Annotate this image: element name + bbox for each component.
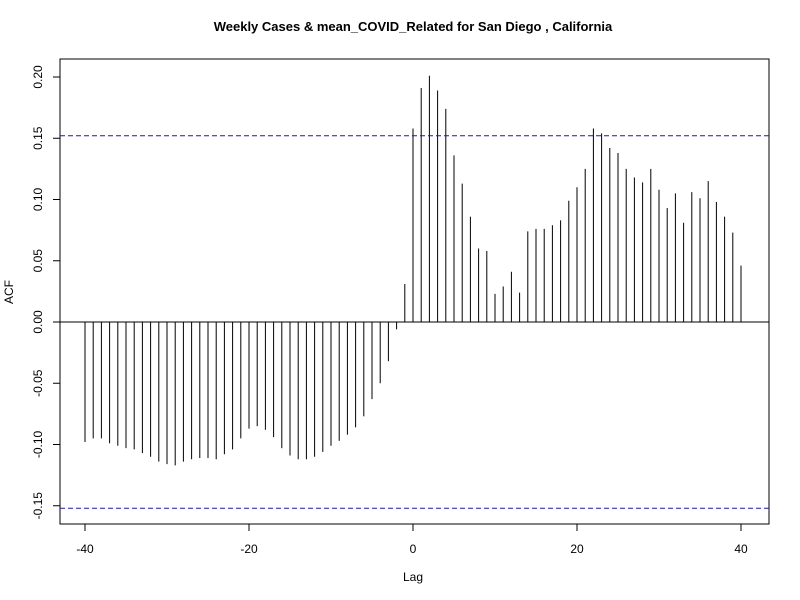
y-axis-label: ACF: [2, 280, 16, 304]
y-tick-label: 0.05: [31, 249, 45, 273]
chart-title: Weekly Cases & mean_COVID_Related for Sa…: [214, 19, 613, 34]
y-tick-label: -0.15: [31, 492, 45, 520]
y-tick-label: -0.10: [31, 431, 45, 459]
y-axis: -0.15 -0.10 -0.05 0.00 0.05 0.10 0.15 0.20: [31, 65, 61, 520]
x-tick-label: 20: [570, 542, 584, 556]
y-tick-label: -0.05: [31, 369, 45, 397]
plot-box: [59, 58, 770, 525]
acf-bars: [84, 75, 742, 466]
x-tick-label: -20: [240, 542, 258, 556]
x-tick-label: 40: [734, 542, 748, 556]
x-tick-label: 0: [410, 542, 417, 556]
y-tick-label: 0.20: [31, 65, 45, 89]
x-axis-label: Lag: [403, 570, 423, 584]
x-axis: -40 -20 0 20 40: [76, 523, 748, 556]
x-tick-label: -40: [76, 542, 94, 556]
y-tick-label: 0.00: [31, 310, 45, 334]
y-tick-label: 0.10: [31, 187, 45, 211]
y-tick-label: 0.15: [31, 126, 45, 150]
